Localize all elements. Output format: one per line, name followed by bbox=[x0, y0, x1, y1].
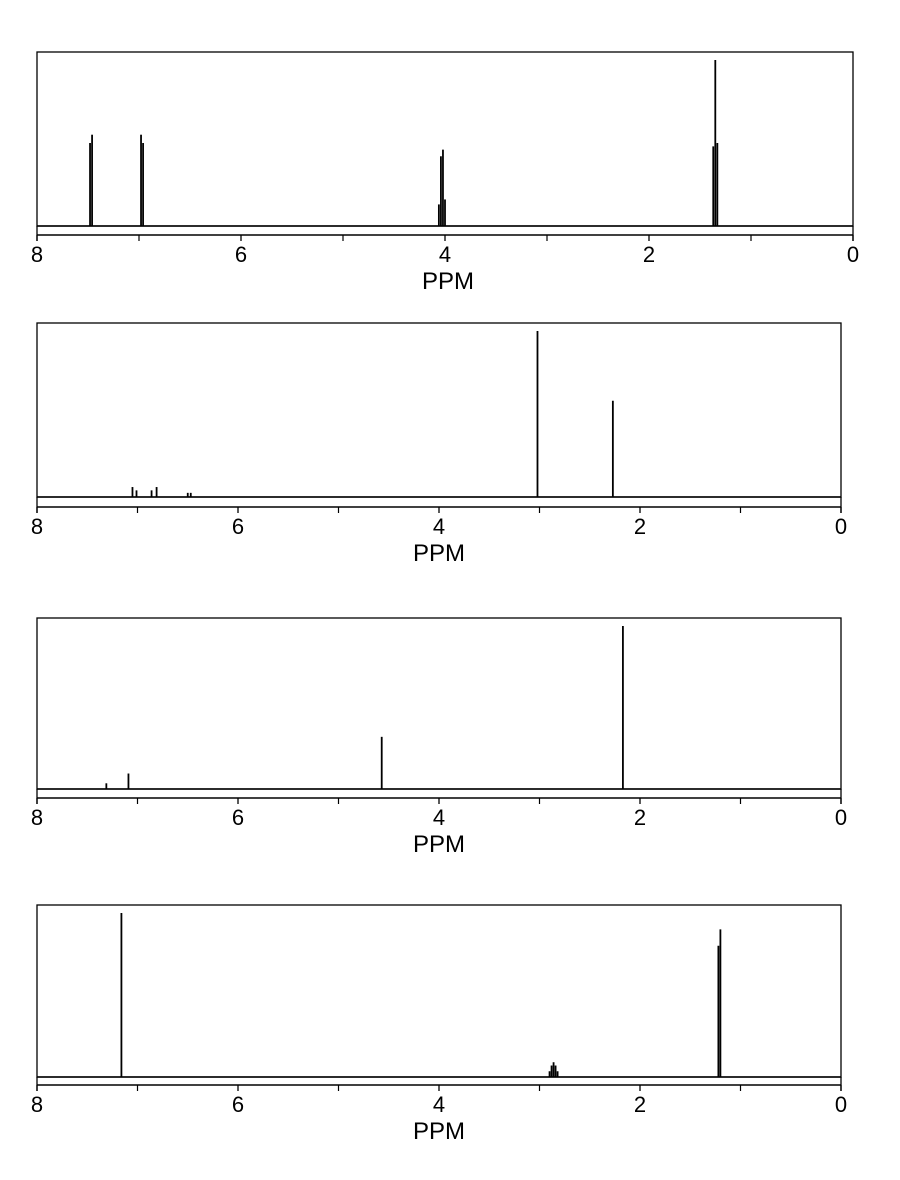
tick-label: 8 bbox=[31, 805, 43, 830]
tick-label: 8 bbox=[31, 514, 43, 539]
tick-label: 6 bbox=[235, 242, 247, 267]
spectrum-panel-1: 8 6 4 2 0 PPM bbox=[31, 51, 859, 295]
x-axis-title: PPM bbox=[422, 268, 474, 295]
x-axis-title: PPM bbox=[413, 831, 465, 858]
tick-label: 4 bbox=[433, 805, 445, 830]
tick-label: 2 bbox=[634, 1092, 646, 1117]
tick-label: 8 bbox=[31, 1092, 43, 1117]
tick-label: 6 bbox=[232, 514, 244, 539]
spectrum-panel-4: 8 6 4 2 0 PPM bbox=[31, 904, 847, 1145]
tick-label: 6 bbox=[232, 1092, 244, 1117]
tick-label: 0 bbox=[835, 514, 847, 539]
spectrum-panel-3: 8 6 4 2 0 PPM bbox=[31, 617, 847, 858]
plot-frame bbox=[36, 617, 842, 790]
tick-label: 2 bbox=[634, 805, 646, 830]
tick-label: 8 bbox=[31, 242, 43, 267]
tick-label: 0 bbox=[835, 1092, 847, 1117]
tick-label: 4 bbox=[439, 242, 451, 267]
tick-label: 2 bbox=[643, 242, 655, 267]
tick-label: 0 bbox=[835, 805, 847, 830]
plot-frame bbox=[36, 322, 842, 498]
x-axis-title: PPM bbox=[413, 540, 465, 567]
tick-label: 4 bbox=[433, 1092, 445, 1117]
tick-label: 2 bbox=[634, 514, 646, 539]
tick-label: 6 bbox=[232, 805, 244, 830]
x-axis-title: PPM bbox=[413, 1118, 465, 1145]
tick-label: 4 bbox=[433, 514, 445, 539]
tick-label: 0 bbox=[847, 242, 859, 267]
spectrum-panel-2: 8 6 4 2 0 PPM bbox=[31, 322, 847, 567]
